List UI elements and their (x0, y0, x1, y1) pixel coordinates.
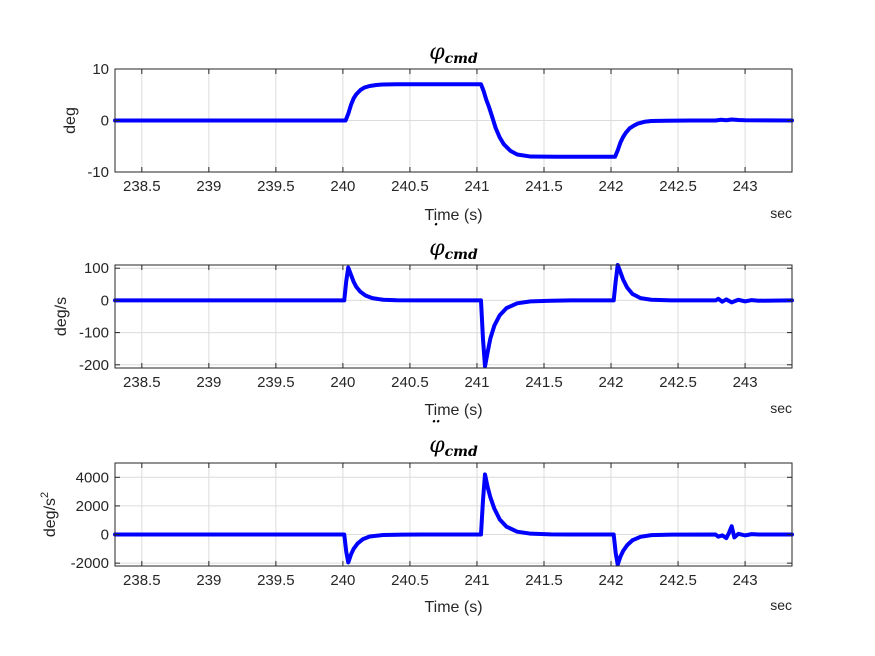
subplot-roll-angle: 238.5 239 239.5 240 240.5 241 241.5 242 242.5 243… (62, 40, 794, 224)
x-tick-label: 238.5 (123, 374, 161, 391)
x-unit-label: sec (770, 400, 792, 416)
x-tick-label: 243 (733, 178, 758, 195)
x-tick-label: 241.5 (525, 374, 563, 391)
y-axis-label: deg/s (53, 297, 70, 336)
y-tick-label: 0 (101, 527, 109, 544)
title-subscript: cmd (445, 51, 478, 67)
x-tick-label: 241 (464, 178, 489, 195)
series-line (113, 263, 794, 369)
x-tick-label: 242 (599, 374, 624, 391)
x-tick-label: 238.5 (123, 178, 161, 195)
x-tick-label: 242 (599, 178, 624, 195)
axes-frame (114, 264, 793, 369)
y-axis-label-text: deg/s (42, 498, 59, 537)
x-tick-label: 241.5 (525, 178, 563, 195)
x-axis-label: Time (s) (424, 599, 482, 616)
x-unit-label: sec (770, 205, 792, 221)
x-tick-label: 242.5 (659, 178, 697, 195)
x-unit-label: sec (770, 597, 792, 613)
x-tick-label: 240.5 (391, 178, 429, 195)
title-subscript: cmd (445, 444, 478, 460)
axes-frame (114, 462, 793, 567)
x-tick-label: 239 (196, 374, 221, 391)
x-tick-label: 240 (330, 374, 355, 391)
x-tick-label: 243 (733, 572, 758, 589)
x-tick-label: 240.5 (391, 374, 429, 391)
y-axis-label: deg/s2 (39, 492, 59, 537)
y-axis-label: deg (62, 107, 79, 134)
x-axis-label: Time (s) (424, 402, 482, 419)
title-accent: ˙ (429, 221, 440, 246)
x-tick-label: 241 (464, 572, 489, 589)
y-tick-label: -10 (87, 164, 109, 181)
y-tick-label: 0 (101, 292, 109, 309)
y-tick-label: 100 (84, 260, 109, 277)
x-tick-label: 240 (330, 178, 355, 195)
series-line (113, 472, 794, 567)
x-tick-label: 239.5 (257, 572, 295, 589)
x-tick-label: 242.5 (659, 572, 697, 589)
x-axis-label: Time (s) (424, 207, 482, 224)
subplot-title: φcmd (429, 433, 478, 460)
x-tick-label: 242 (599, 572, 624, 589)
y-tick-label: 2000 (76, 498, 109, 515)
title-symbol: φ (429, 236, 445, 261)
y-axis-label-sup: 2 (39, 492, 51, 498)
subplot-roll-acceleration: 238.5 239 239.5 240 240.5 241 241.5 242 242.5 243… (39, 418, 794, 616)
y-tick-label: -200 (79, 357, 109, 374)
x-tick-label: 240.5 (391, 572, 429, 589)
x-tick-label: 239.5 (257, 374, 295, 391)
y-axis-label-text: deg/s (53, 297, 70, 336)
subplot-title: φcmd (429, 236, 478, 263)
subplot-title: φcmd (429, 40, 478, 67)
x-tick-label: 242.5 (659, 374, 697, 391)
y-tick-label: 4000 (76, 469, 109, 486)
x-tick-label: 241.5 (525, 572, 563, 589)
y-tick-label: 10 (92, 61, 109, 78)
subplot-roll-rate: 238.5 239 239.5 240 240.5 241 241.5 242 242.5 243… (53, 221, 794, 419)
x-tick-label: 239 (196, 178, 221, 195)
title-symbol: φ (429, 40, 445, 65)
x-tick-label: 240 (330, 572, 355, 589)
x-tick-label: 239.5 (257, 178, 295, 195)
y-tick-label: -2000 (71, 555, 109, 572)
y-tick-label: -100 (79, 325, 109, 342)
title-symbol: φ (429, 433, 445, 458)
y-tick-label: 0 (101, 113, 109, 130)
series-line (113, 82, 794, 159)
title-accent: ¨ (429, 418, 441, 443)
title-subscript: cmd (445, 247, 478, 263)
x-tick-label: 241 (464, 374, 489, 391)
x-tick-label: 238.5 (123, 572, 161, 589)
x-tick-label: 243 (733, 374, 758, 391)
x-tick-label: 239 (196, 572, 221, 589)
y-axis-label-text: deg (62, 107, 79, 134)
